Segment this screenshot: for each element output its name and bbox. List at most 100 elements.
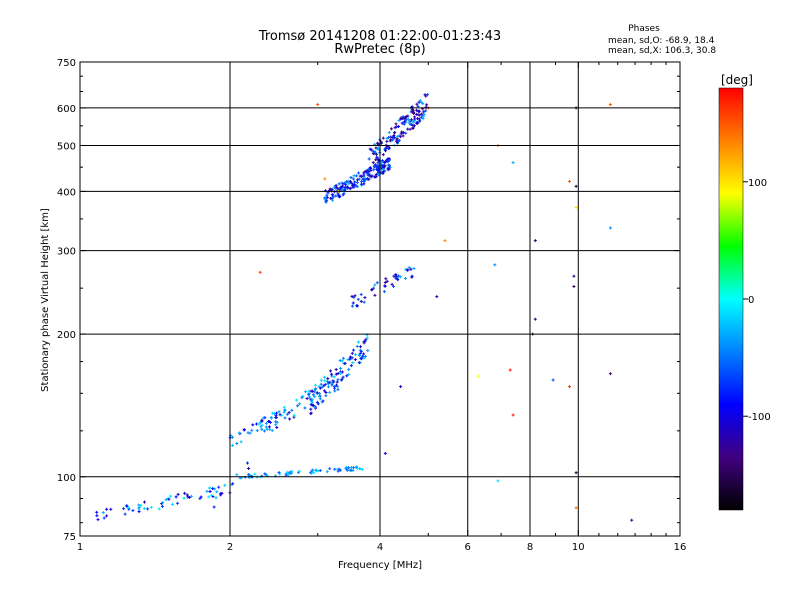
- data-point: [102, 511, 104, 515]
- data-point: [272, 411, 273, 415]
- data-point: [417, 104, 419, 108]
- data-point: [334, 467, 336, 471]
- data-point: [243, 428, 245, 432]
- data-point: [320, 378, 322, 382]
- data-point: [150, 505, 152, 509]
- data-point: [402, 134, 404, 138]
- data-point: [258, 422, 260, 426]
- data-point: [573, 274, 575, 278]
- data-point: [534, 317, 536, 321]
- data-point: [275, 423, 277, 427]
- data-point: [331, 374, 333, 378]
- data-point: [382, 165, 384, 169]
- data-point: [325, 189, 326, 193]
- data-point: [288, 411, 290, 415]
- data-point: [360, 299, 362, 303]
- stats-line-o: mean, sd,O: -68.9, 18.4: [608, 36, 715, 46]
- data-point: [401, 121, 403, 125]
- data-point: [609, 226, 611, 230]
- data-point: [347, 466, 349, 470]
- data-point: [351, 294, 353, 298]
- data-point: [409, 122, 411, 126]
- data-point: [412, 123, 414, 127]
- data-point: [97, 518, 99, 522]
- data-point: [351, 181, 353, 185]
- data-point: [372, 161, 374, 165]
- data-point: [286, 412, 288, 416]
- data-point: [175, 495, 177, 499]
- y-tick-label: 400: [57, 187, 76, 198]
- data-point: [319, 386, 321, 390]
- data-point: [335, 185, 337, 189]
- data-point: [380, 160, 382, 164]
- data-point: [283, 405, 285, 409]
- data-point: [403, 122, 405, 126]
- data-point: [352, 466, 354, 470]
- data-point: [334, 389, 336, 393]
- data-point: [359, 348, 361, 352]
- data-point: [408, 121, 410, 125]
- data-point: [400, 385, 402, 389]
- data-point: [324, 379, 326, 383]
- data-point: [382, 159, 383, 163]
- data-point: [376, 152, 378, 156]
- data-point: [334, 385, 335, 388]
- data-point: [404, 120, 405, 124]
- data-point: [254, 472, 256, 476]
- data-point: [412, 120, 414, 124]
- data-point: [110, 507, 112, 511]
- data-point: [377, 142, 379, 146]
- data-point: [374, 293, 376, 297]
- data-point: [353, 295, 355, 299]
- data-point: [390, 127, 392, 131]
- data-point: [314, 395, 316, 399]
- data-point: [369, 147, 371, 151]
- data-point: [265, 473, 267, 477]
- data-point: [385, 149, 386, 153]
- data-point: [224, 483, 226, 487]
- data-point: [312, 468, 314, 472]
- data-point: [366, 177, 368, 180]
- data-point: [337, 192, 339, 196]
- data-point: [140, 504, 142, 507]
- data-point: [444, 239, 446, 243]
- data-point: [318, 385, 320, 389]
- x-tick-label: 6: [465, 542, 471, 553]
- data-point: [342, 182, 344, 186]
- data-point: [239, 476, 241, 480]
- data-point: [322, 385, 323, 389]
- data-point: [383, 164, 385, 168]
- data-point: [123, 507, 125, 511]
- data-point: [395, 273, 397, 276]
- data-point: [353, 183, 355, 187]
- data-point: [377, 161, 379, 164]
- data-point: [509, 368, 511, 372]
- data-point: [275, 414, 277, 418]
- data-point: [380, 166, 382, 170]
- data-point: [314, 383, 316, 387]
- data-point: [376, 281, 378, 285]
- data-point: [368, 172, 370, 176]
- data-point: [269, 427, 271, 431]
- data-point: [365, 338, 367, 342]
- data-point: [279, 413, 281, 417]
- data-point: [375, 173, 377, 177]
- data-point: [380, 141, 382, 145]
- data-point: [356, 181, 358, 184]
- data-point: [573, 285, 575, 288]
- data-point: [369, 174, 371, 178]
- data-point: [232, 444, 233, 447]
- data-point: [373, 168, 375, 172]
- data-point: [363, 171, 365, 175]
- data-point: [390, 135, 392, 139]
- data-point: [368, 177, 370, 181]
- data-point: [172, 503, 173, 506]
- data-point: [366, 169, 368, 173]
- data-point: [512, 413, 514, 417]
- data-point: [310, 407, 312, 411]
- data-point: [408, 266, 410, 269]
- data-point: [360, 349, 362, 353]
- data-point: [188, 496, 190, 499]
- data-point: [208, 495, 210, 499]
- data-point: [331, 193, 333, 197]
